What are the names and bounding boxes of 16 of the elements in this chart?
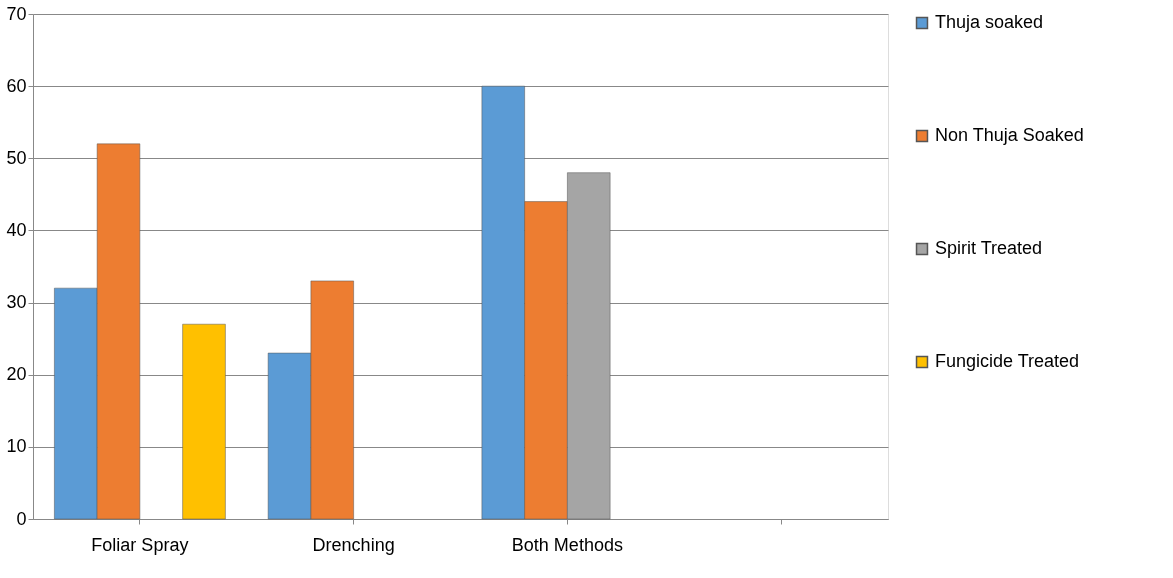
y-tick-label: 0	[16, 508, 27, 529]
y-tick-label: 20	[6, 364, 27, 385]
legend-label: Thuja soaked	[935, 12, 1044, 32]
y-tick-label: 10	[6, 436, 27, 457]
y-tick-label: 40	[6, 219, 27, 240]
legend-label: Fungicide Treated	[935, 351, 1080, 371]
y-tick-label: 60	[6, 75, 27, 96]
x-tick-label: Foliar Spray	[91, 534, 189, 555]
legend-label: Non Thuja Soaked	[935, 125, 1084, 145]
y-tick-label: 30	[6, 292, 27, 313]
y-tick-label: 70	[6, 3, 27, 24]
bar	[182, 323, 226, 520]
x-tick-label: Drenching	[312, 534, 395, 555]
y-tick-label: 50	[6, 147, 27, 168]
x-tick-label: Both Methods	[511, 534, 623, 555]
legend-label: Spirit Treated	[935, 238, 1043, 258]
